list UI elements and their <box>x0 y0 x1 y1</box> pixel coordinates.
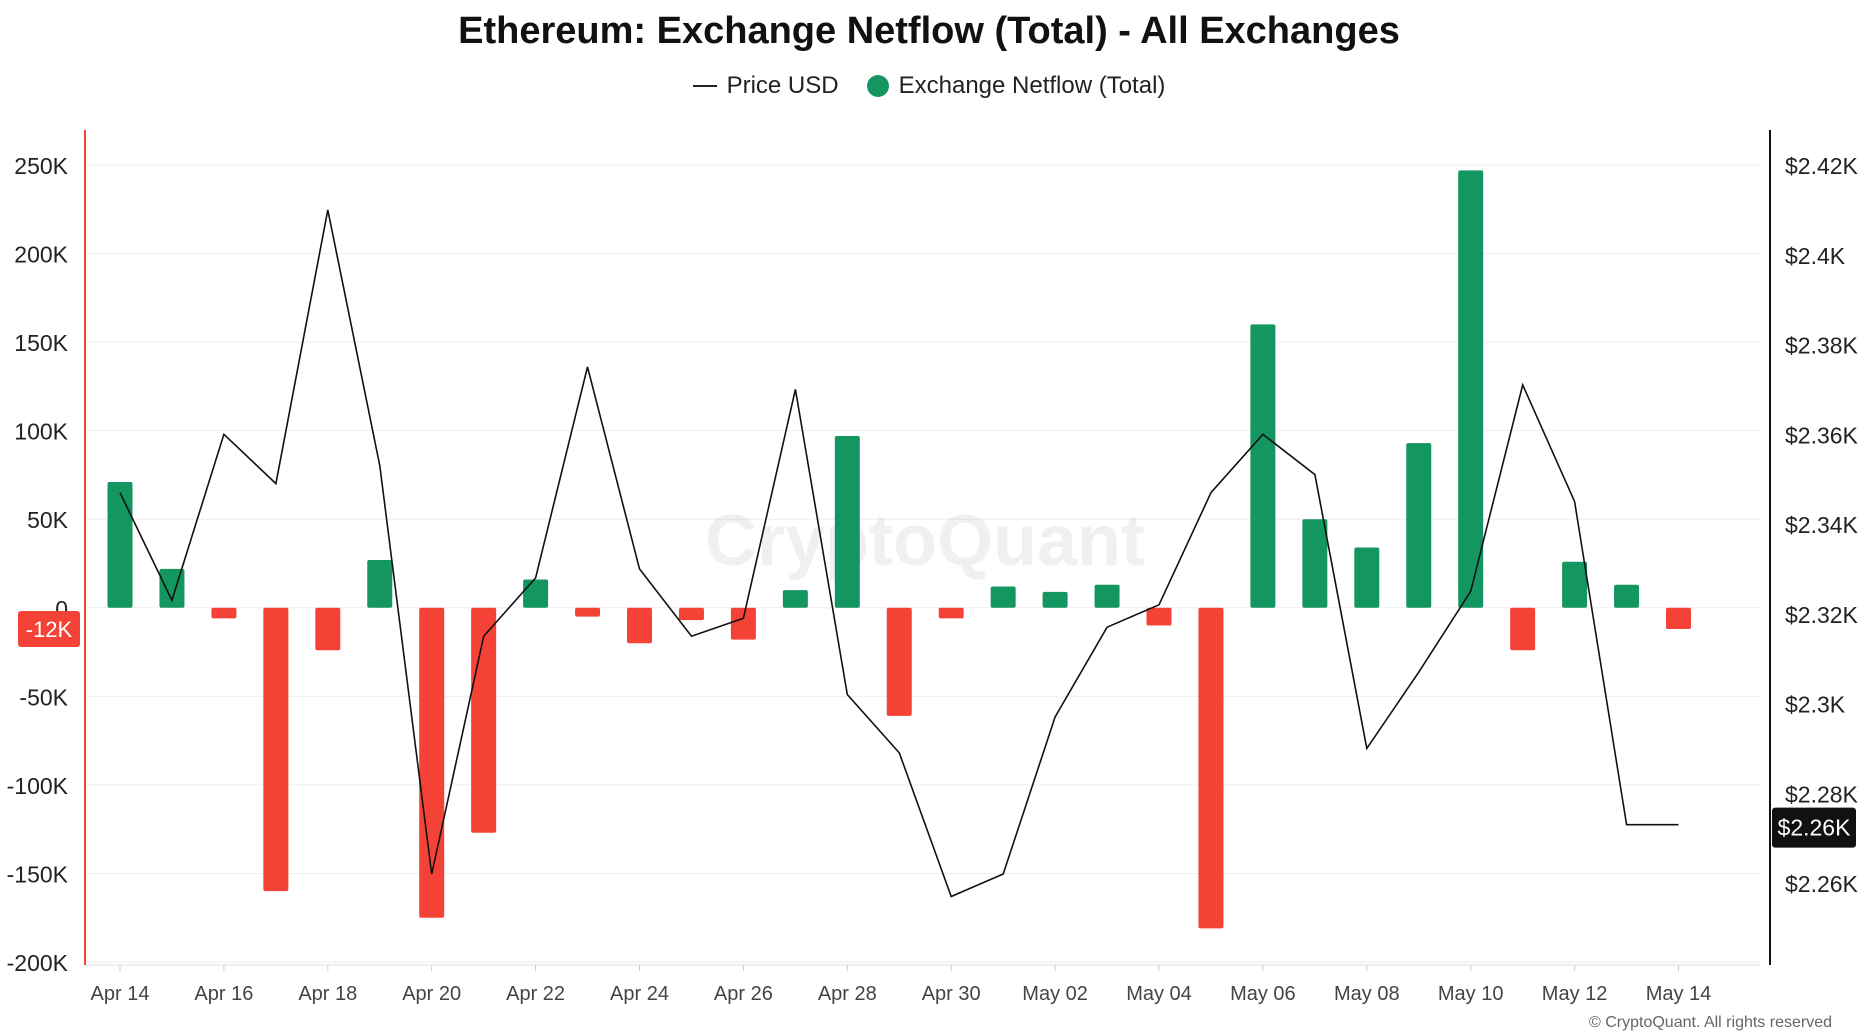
netflow-last-value-label: -12K <box>26 617 73 642</box>
chart-legend: Price USD Exchange Netflow (Total) <box>0 72 1858 100</box>
x-tick-label-13: May 10 <box>1438 983 1504 1005</box>
x-tick-label-6: Apr 26 <box>714 983 773 1005</box>
line-swatch-icon <box>692 85 717 87</box>
netflow-bar-22 <box>1250 324 1276 608</box>
netflow-bar-9 <box>575 607 601 617</box>
x-tick-label-2: Apr 18 <box>298 983 357 1005</box>
price-line <box>119 209 1679 898</box>
x-tick-label-3: Apr 20 <box>402 983 461 1005</box>
netflow-bar-10 <box>627 607 652 644</box>
right-tick-label-3: $2.32K <box>1785 602 1858 628</box>
right-tick-label-1: $2.28K <box>1785 781 1858 807</box>
right-tick-label-0: $2.26K <box>1785 871 1858 897</box>
x-tick-label-0: Apr 14 <box>91 983 150 1005</box>
x-tick-label-1: Apr 16 <box>194 983 253 1005</box>
x-tick-label-15: May 14 <box>1646 983 1712 1005</box>
netflow-bar-14 <box>834 435 860 608</box>
legend-label-price: Price USD <box>726 72 839 99</box>
x-tick-label-9: May 02 <box>1022 983 1088 1005</box>
netflow-bar-20 <box>1146 607 1172 626</box>
netflow-bar-25 <box>1406 443 1432 608</box>
netflow-bar-18 <box>1042 591 1068 608</box>
copyright-text: © CryptoQuant. All rights reserved <box>1589 1014 1832 1031</box>
right-tick-label-6: $2.38K <box>1785 333 1858 359</box>
legend-label-netflow: Exchange Netflow (Total) <box>898 72 1166 99</box>
right-tick-label-7: $2.4K <box>1785 243 1846 269</box>
x-tick-label-10: May 04 <box>1126 983 1192 1005</box>
netflow-bar-0 <box>107 482 133 608</box>
left-tick-label-2: -100K <box>7 773 69 799</box>
left-tick-label-1: -150K <box>7 861 69 887</box>
legend-item-netflow[interactable]: Exchange Netflow (Total) <box>866 72 1166 100</box>
netflow-bar-30 <box>1666 607 1691 630</box>
x-tick-label-4: Apr 22 <box>506 983 565 1005</box>
left-tick-label-0: -200K <box>7 950 69 976</box>
netflow-bar-24 <box>1354 547 1380 608</box>
netflow-bar-29 <box>1614 584 1640 608</box>
netflow-bar-3 <box>263 607 289 892</box>
netflow-bar-6 <box>419 607 445 918</box>
netflow-bar-15 <box>886 607 912 716</box>
right-tick-label-8: $2.42K <box>1785 153 1858 179</box>
left-tick-label-8: 200K <box>14 242 68 268</box>
netflow-bar-27 <box>1510 607 1536 651</box>
netflow-bar-4 <box>315 607 341 651</box>
x-tick-label-5: Apr 24 <box>610 983 669 1005</box>
price-last-value-badge <box>1772 807 1856 848</box>
watermark-text: CryptoQuant <box>705 501 1145 581</box>
netflow-bar-21 <box>1198 607 1224 929</box>
netflow-bar-2 <box>211 607 237 619</box>
legend-item-price[interactable]: Price USD <box>692 72 839 100</box>
left-tick-label-5: 50K <box>27 507 69 533</box>
netflow-bar-12 <box>730 607 756 640</box>
price-last-value-label: $2.26K <box>1778 815 1852 841</box>
netflow-last-value-badge <box>18 611 80 648</box>
x-tick-label-14: May 12 <box>1542 983 1608 1005</box>
netflow-bar-26 <box>1458 170 1484 608</box>
left-tick-label-3: -50K <box>19 684 68 710</box>
left-tick-label-7: 150K <box>14 330 68 356</box>
x-tick-label-11: May 06 <box>1230 983 1296 1005</box>
right-tick-label-2: $2.3K <box>1785 692 1846 718</box>
chart-title: Ethereum: Exchange Netflow (Total) - All… <box>458 10 1400 52</box>
left-tick-label-6: 100K <box>14 419 68 445</box>
netflow-bar-23 <box>1302 519 1328 608</box>
x-tick-label-7: Apr 28 <box>818 983 877 1005</box>
netflow-bar-5 <box>367 559 393 608</box>
x-tick-label-8: Apr 30 <box>922 983 981 1005</box>
dot-swatch-icon <box>866 75 889 97</box>
right-tick-label-5: $2.36K <box>1785 422 1858 448</box>
netflow-bar-11 <box>678 607 704 621</box>
netflow-bar-16 <box>938 607 964 619</box>
left-tick-label-9: 250K <box>14 153 68 179</box>
netflow-bar-8 <box>523 579 549 608</box>
netflow-bar-17 <box>990 586 1016 608</box>
netflow-bar-19 <box>1094 584 1120 608</box>
netflow-bar-28 <box>1562 561 1588 608</box>
netflow-bar-7 <box>471 607 497 833</box>
right-tick-label-4: $2.34K <box>1785 512 1858 538</box>
x-tick-label-12: May 08 <box>1334 983 1400 1005</box>
netflow-bar-13 <box>782 590 808 608</box>
